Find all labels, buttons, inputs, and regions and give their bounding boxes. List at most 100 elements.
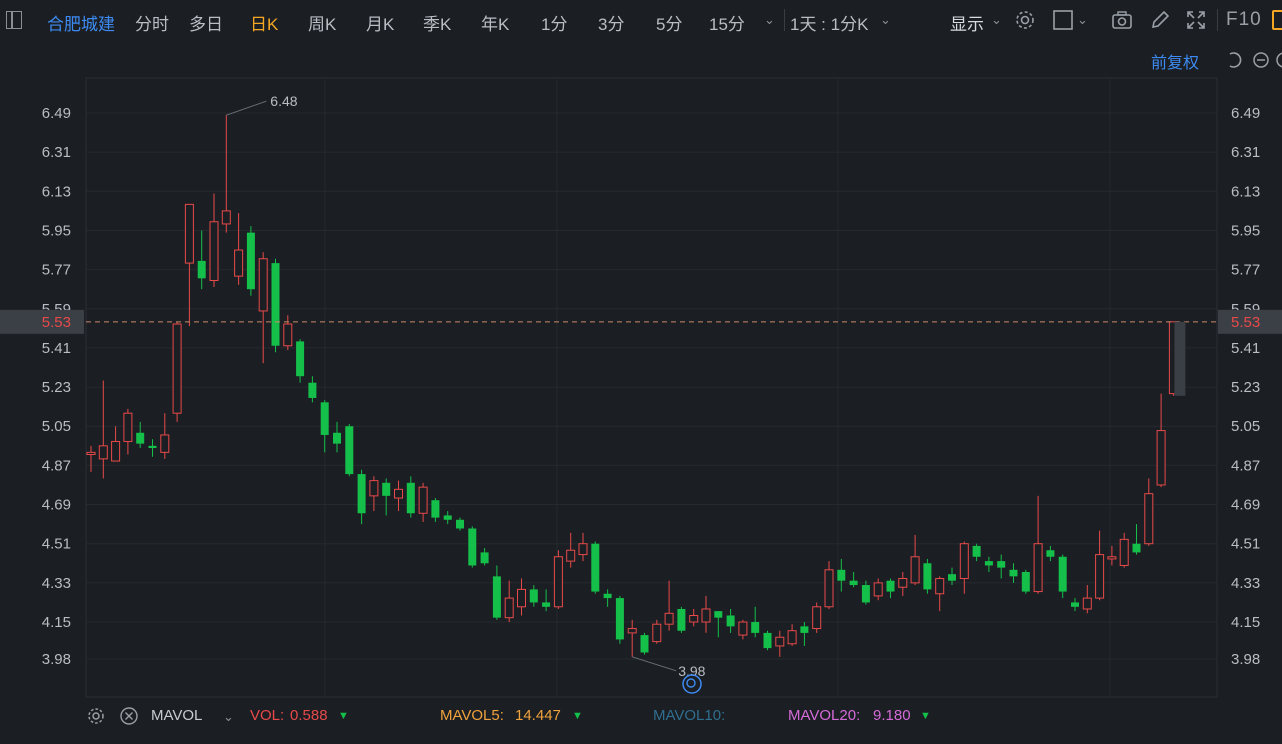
- indicator-name[interactable]: MAVOL: [151, 707, 203, 724]
- candle: [1021, 569, 1030, 594]
- tab-yearly-k[interactable]: 年K: [481, 15, 510, 34]
- chevron-down-icon[interactable]: ⌄: [764, 12, 775, 27]
- chevron-down-icon[interactable]: ⌄: [1077, 12, 1088, 27]
- candle-body: [861, 585, 870, 603]
- candle: [566, 532, 576, 568]
- candle: [1071, 598, 1079, 612]
- y-tick-label: 6.31: [1231, 144, 1260, 161]
- zoom-out-icon[interactable]: [1252, 51, 1270, 69]
- y-tick-label: 6.31: [42, 144, 71, 161]
- candle-body: [345, 426, 354, 475]
- tab-15min[interactable]: 15分: [709, 15, 745, 34]
- vol-label: VOL:: [250, 707, 285, 724]
- candle: [271, 258, 280, 353]
- candle-body: [184, 203, 194, 264]
- candle-body: [873, 582, 883, 597]
- fullscreen-icon[interactable]: [1185, 9, 1207, 31]
- candle: [615, 595, 624, 644]
- tab-5min[interactable]: 5分: [656, 15, 683, 34]
- candle: [1095, 530, 1105, 601]
- candle: [787, 624, 797, 646]
- candle-body: [529, 589, 538, 603]
- zoom-in-icon[interactable]: [1275, 51, 1282, 69]
- candle-body: [369, 480, 379, 497]
- candle-body: [357, 474, 366, 514]
- f10-button[interactable]: F10: [1226, 9, 1262, 30]
- candle: [775, 630, 785, 657]
- candle-body: [923, 563, 932, 590]
- candle: [529, 585, 538, 607]
- panel-toggle-icon[interactable]: [1272, 10, 1282, 30]
- stock-name[interactable]: 合肥城建: [47, 15, 115, 34]
- chevron-down-icon[interactable]: ⌄: [223, 709, 234, 724]
- candle-body: [98, 445, 108, 460]
- gear-icon[interactable]: [1014, 9, 1036, 31]
- checkbox-icon[interactable]: [1052, 9, 1074, 31]
- y-axis-left: 6.496.316.135.955.775.595.415.235.054.87…: [42, 105, 71, 668]
- y-tick-label: 5.05: [1231, 418, 1260, 435]
- candle: [1009, 563, 1018, 583]
- display-menu[interactable]: 显示: [950, 15, 984, 34]
- candle-body: [948, 574, 956, 581]
- tab-intraday[interactable]: 分时: [135, 15, 169, 34]
- candle: [357, 469, 366, 525]
- tab-multi-day[interactable]: 多日: [189, 15, 223, 34]
- mavol20-value: 9.180: [873, 707, 911, 724]
- candle: [553, 550, 563, 609]
- candle: [111, 426, 121, 462]
- arrow-down-icon: ▼: [920, 710, 931, 722]
- candle-body: [677, 608, 686, 631]
- y-tick-label: 4.51: [42, 536, 71, 553]
- y-tick-label: 5.77: [42, 262, 71, 279]
- candle: [382, 478, 391, 516]
- candle-body: [837, 569, 846, 581]
- candle-body: [812, 606, 822, 630]
- pencil-icon[interactable]: [1149, 9, 1171, 31]
- y-tick-label: 4.69: [42, 497, 71, 514]
- candle-body: [197, 260, 206, 279]
- candle: [1132, 524, 1141, 555]
- candle-body: [701, 608, 711, 623]
- candle-body: [763, 632, 772, 649]
- candle: [972, 543, 981, 562]
- chevron-down-icon[interactable]: ⌄: [991, 12, 1002, 27]
- candle: [935, 576, 945, 612]
- candle-body: [480, 552, 489, 564]
- tab-weekly-k[interactable]: 周K: [308, 15, 337, 34]
- candle: [837, 558, 846, 592]
- y-tick-label: 5.41: [42, 340, 71, 357]
- candle-body: [886, 580, 895, 592]
- close-icon[interactable]: [119, 706, 139, 726]
- tab-daily-k[interactable]: 日K: [250, 15, 279, 34]
- candle-body: [849, 580, 858, 586]
- gear-icon[interactable]: [86, 706, 106, 726]
- candle-body: [553, 556, 563, 608]
- candle: [948, 567, 956, 586]
- tab-monthly-k[interactable]: 月K: [366, 15, 395, 34]
- candle-body: [1009, 569, 1018, 577]
- range-selector[interactable]: 1天 : 1分K: [790, 15, 869, 34]
- candle-body: [1144, 493, 1154, 545]
- y-tick-label: 5.23: [42, 379, 71, 396]
- camera-icon[interactable]: [1111, 9, 1133, 31]
- undo-icon[interactable]: [1224, 51, 1244, 69]
- candle: [751, 606, 760, 638]
- tab-quarterly-k[interactable]: 季K: [423, 15, 452, 34]
- candle: [160, 413, 170, 459]
- candle-body: [800, 626, 809, 633]
- chevron-down-icon[interactable]: ⌄: [880, 12, 891, 27]
- candle-body: [566, 549, 576, 562]
- price-adjust-mode[interactable]: 前复权: [1151, 55, 1200, 72]
- tab-3min[interactable]: 3分: [598, 15, 625, 34]
- tab-1min[interactable]: 1分: [541, 15, 568, 34]
- sidebar-toggle-icon[interactable]: [6, 11, 22, 29]
- min-leader: [632, 656, 677, 672]
- candle: [98, 380, 108, 479]
- candle: [1033, 495, 1043, 594]
- candle: [456, 517, 464, 531]
- candle: [258, 252, 268, 364]
- y-tick-label: 5.41: [1231, 340, 1260, 357]
- candle-body: [603, 593, 612, 599]
- candle: [123, 408, 133, 455]
